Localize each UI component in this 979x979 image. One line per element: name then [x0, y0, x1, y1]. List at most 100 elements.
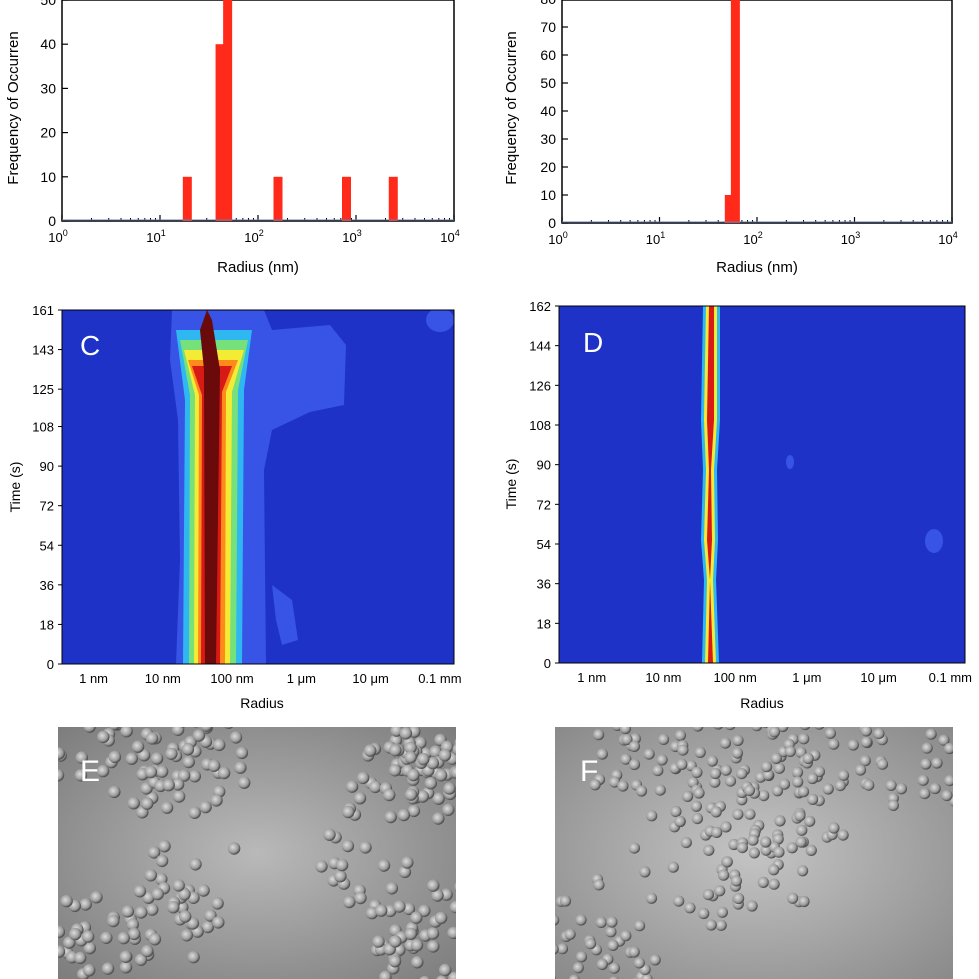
y-tick-label: 144: [529, 339, 551, 354]
particle: [178, 888, 191, 901]
particle: [364, 744, 377, 757]
particle: [828, 822, 840, 834]
particle: [179, 910, 192, 923]
particle: [921, 742, 933, 754]
particle: [797, 786, 810, 798]
particle: [401, 856, 414, 869]
y-tick-label: 70: [540, 19, 556, 35]
particle: [404, 751, 417, 764]
y-tick-label: 162: [529, 299, 551, 314]
particle: [714, 885, 726, 897]
histogram-bar: [182, 176, 192, 221]
particle: [449, 900, 456, 914]
particle: [427, 879, 440, 892]
particle: [572, 962, 584, 974]
particle: [450, 766, 456, 779]
particle: [440, 888, 453, 901]
plot-frame: [61, 309, 455, 665]
particle: [211, 897, 224, 910]
particle: [419, 975, 431, 979]
particle: [725, 727, 736, 731]
x-axis-label: Radius: [240, 695, 284, 711]
particle: [929, 782, 941, 795]
y-tick-label: 72: [40, 499, 54, 514]
particle: [720, 764, 732, 776]
particle: [404, 927, 417, 940]
particle: [108, 785, 121, 799]
particle: [456, 752, 468, 764]
particle: [197, 884, 210, 897]
x-axis-label: Radius (nm): [217, 259, 299, 276]
particle: [800, 727, 811, 731]
y-tick-label: 0: [544, 656, 551, 671]
particle: [398, 865, 412, 879]
particle: [620, 930, 632, 942]
particle: [758, 790, 770, 802]
particle: [798, 895, 810, 908]
particle: [805, 844, 817, 857]
particle: [399, 727, 413, 740]
particle: [220, 715, 232, 727]
particle: [694, 746, 706, 759]
particle: [431, 889, 444, 902]
particle: [427, 940, 440, 953]
panel-label-f: F: [580, 755, 598, 788]
particle: [925, 728, 937, 740]
particle: [434, 911, 448, 925]
particle: [69, 927, 82, 941]
particle: [619, 727, 632, 735]
particle: [145, 732, 159, 745]
particle: [432, 792, 445, 805]
x-tick-label: 104: [440, 228, 459, 245]
particle: [141, 944, 154, 958]
x-tick-label: 100: [548, 230, 567, 247]
particle: [128, 927, 141, 941]
particle: [728, 838, 740, 851]
y-tick-label: 18: [537, 616, 551, 631]
particle: [768, 727, 781, 738]
particle: [181, 713, 193, 725]
y-tick-label: 161: [32, 303, 54, 318]
particle: [859, 755, 871, 767]
particle: [863, 779, 875, 791]
panel-label-c: C: [80, 330, 100, 361]
particle: [786, 842, 798, 854]
particle: [895, 783, 908, 795]
panel-label-e: E: [80, 755, 100, 788]
particle: [762, 727, 769, 728]
particle: [404, 741, 417, 754]
particle: [417, 752, 430, 766]
particle: [146, 903, 159, 916]
particle: [199, 800, 212, 814]
particle: [426, 756, 440, 770]
particle: [97, 730, 110, 744]
particle: [182, 755, 195, 769]
particle: [108, 750, 122, 764]
particle: [791, 766, 804, 779]
particle: [200, 727, 213, 732]
particle: [887, 799, 900, 812]
x-tick-label: 103: [342, 228, 361, 245]
particle: [58, 945, 66, 958]
particle: [847, 739, 859, 751]
particle: [732, 734, 744, 747]
y-tick-label: 30: [540, 131, 556, 147]
particle: [633, 957, 645, 969]
y-tick-label: 30: [40, 80, 56, 96]
particle: [751, 727, 763, 732]
particle: [454, 882, 456, 892]
particle: [559, 895, 572, 907]
particle: [828, 738, 840, 750]
x-tick-label: 103: [841, 230, 860, 247]
particle: [353, 792, 367, 805]
particle: [955, 737, 966, 748]
particle: [379, 970, 392, 979]
particle: [920, 758, 932, 770]
y-tick-label: 50: [540, 75, 556, 91]
particle: [58, 769, 65, 782]
particle: [402, 902, 416, 916]
particle: [796, 824, 808, 836]
particle: [377, 859, 391, 872]
x-axis-label: Radius (nm): [716, 259, 798, 276]
